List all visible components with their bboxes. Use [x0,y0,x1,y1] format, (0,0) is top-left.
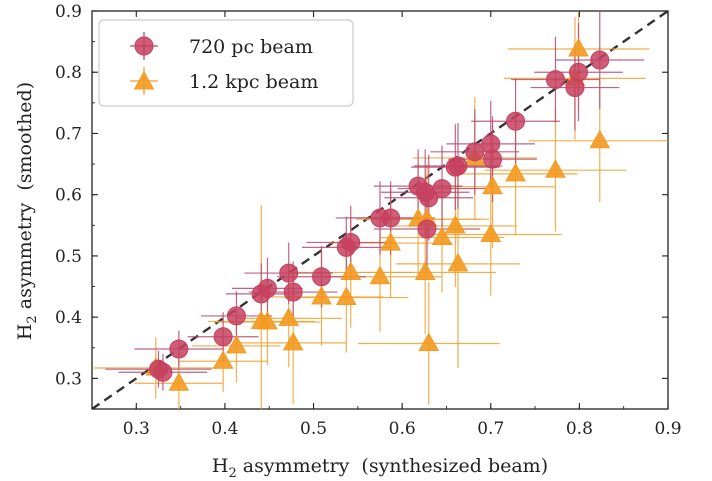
data-point-720pc [226,306,246,326]
data-point-1.2kpc [278,307,300,326]
legend-marker-720pc [130,32,158,60]
data-point-720pc [381,208,401,228]
data-point-1.2kpc [340,261,362,280]
x-tick-label: 0.7 [477,419,504,439]
x-tick-label: 0.4 [211,419,238,439]
legend-circle-marker [134,36,154,56]
data-point-1.2kpc [568,37,589,57]
data-point-1.2kpc [257,311,278,330]
legend-box [98,19,354,107]
marker-layer [145,37,611,391]
x-tick-label: 0.8 [566,419,593,439]
y-tick-label: 0.6 [55,186,82,206]
data-point-1.2kpc [431,226,453,246]
data-point-720pc [169,339,189,359]
data-point-1.2kpc [335,286,357,306]
legend-label-1.2kpc: 1.2 kpc beam [189,71,318,93]
data-point-1.2kpc [589,129,611,149]
data-point-1.2kpc [480,223,502,242]
legend: 720 pc beam 1.2 kpc beam [98,19,354,107]
tick-layer: 0.3 0.4 0.5 0.6 0.7 0.8 0.9 0.3 0.4 0.5 0.6 0.7 0.8 0… [55,2,682,439]
x-axis-label: H2 asymmetry (synthesized beam) [212,455,548,481]
y-tick-label: 0.9 [55,2,82,22]
data-point-1.2kpc [226,334,247,354]
y-tick-label: 0.8 [55,63,82,83]
plot-border [91,10,669,410]
data-point-720pc [257,278,277,298]
y-tick-label: 0.7 [55,124,82,144]
y-tick-label: 0.5 [55,247,82,267]
data-point-720pc [465,142,485,162]
x-tick-label: 0.9 [654,419,681,439]
y-tick-label: 0.3 [55,369,82,389]
data-point-720pc [341,232,361,252]
data-point-1.2kpc [418,332,440,351]
data-point-720pc [312,267,332,287]
data-point-1.2kpc [282,331,304,351]
data-point-720pc [448,156,468,176]
data-point-720pc [419,188,439,208]
data-point-1.2kpc [311,285,332,305]
data-point-720pc [506,111,526,131]
data-point-1.2kpc [380,232,401,251]
legend-label-720pc: 720 pc beam [189,36,313,58]
y-tick-label: 0.4 [55,308,82,328]
x-tick-label: 0.3 [123,419,150,439]
legend-marker-1.2kpc [130,67,158,95]
data-point-720pc [417,219,437,239]
x-tick-label: 0.6 [389,419,416,439]
data-point-720pc [213,327,233,347]
data-point-720pc [483,149,503,169]
x-tick-label: 0.5 [300,419,327,439]
data-point-720pc [153,362,173,382]
data-point-1.2kpc [545,159,566,178]
data-point-1.2kpc [482,175,503,195]
data-point-720pc [279,263,299,283]
data-point-1.2kpc [444,214,466,234]
data-point-1.2kpc [212,350,234,369]
data-point-720pc [545,70,565,90]
data-point-1.2kpc [414,261,436,280]
data-point-1.2kpc [447,252,469,272]
plot-frame [91,10,669,410]
data-point-1.2kpc [168,372,190,391]
data-point-1.2kpc [369,265,391,285]
data-point-720pc [283,282,303,302]
data-point-720pc [590,50,610,70]
y-axis-label: H2 asymmetry (smoothed) [14,82,40,340]
legend-triangle-marker [133,70,155,90]
data-point-1.2kpc [505,162,526,182]
data-point-720pc [432,179,452,199]
data-point-720pc [568,62,588,82]
